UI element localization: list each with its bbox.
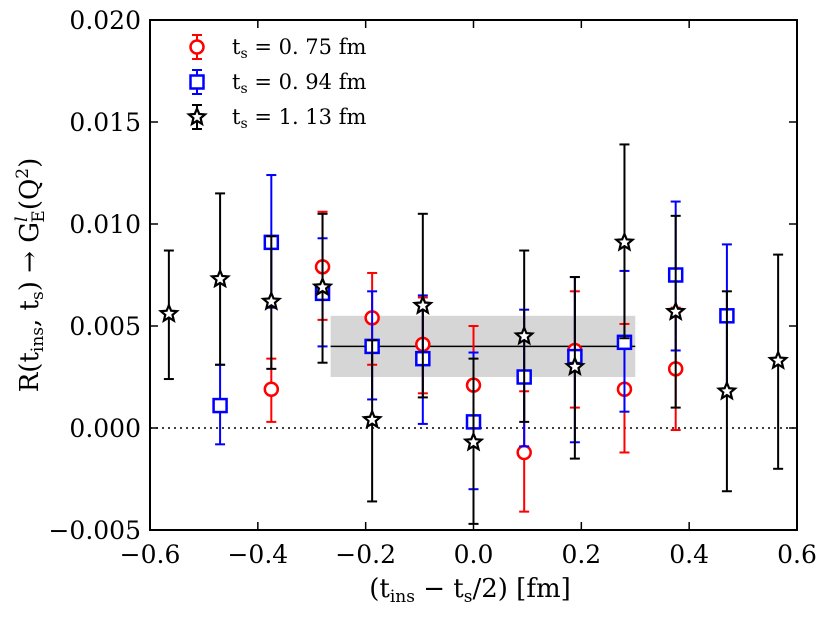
- legend-entry-1: ts = 0. 75 fm: [189, 34, 366, 62]
- data-point: [664, 300, 687, 321]
- legend-marker: [186, 105, 208, 127]
- data-point: [311, 275, 334, 297]
- legend: ts = 0. 75 fm ts = 0. 94 fm ts = 1. 13 fm: [186, 34, 366, 132]
- data-point: [411, 294, 434, 315]
- series-3: [158, 143, 789, 525]
- x-tick-label: 0.6: [777, 540, 817, 569]
- data-point: [564, 355, 586, 377]
- data-point: [462, 430, 485, 452]
- data-point: [613, 230, 636, 252]
- data-point: [263, 381, 280, 397]
- y-tick-label: 0.015: [69, 108, 141, 137]
- x-tick-label: −0.4: [227, 540, 288, 569]
- legend-label: ts = 1. 13 fm: [232, 105, 366, 132]
- data-point: [260, 290, 283, 311]
- legend-entry-2: ts = 0. 94 fm: [189, 69, 366, 97]
- x-tick-label: 0.4: [669, 540, 709, 569]
- axes-layer: −0.6 −0.4 −0.2 0.0 0.2 0.4 0.6 −0.005 0.000 0.005…: [48, 6, 816, 569]
- y-tick-label: −0.005: [48, 516, 141, 545]
- y-tick-label: 0.000: [69, 414, 141, 443]
- y-tick-label: 0.005: [69, 312, 141, 341]
- legend-label: ts = 0. 94 fm: [232, 70, 366, 97]
- x-tick-label: −0.2: [335, 540, 396, 569]
- legend-entry-3: ts = 1. 13 fm: [186, 104, 366, 132]
- legend-marker: [189, 39, 205, 55]
- data-point: [513, 324, 536, 346]
- data-point: [361, 408, 383, 430]
- x-tick-label: 0.2: [561, 540, 601, 569]
- data-point: [158, 302, 180, 323]
- y-tick-label: 0.010: [69, 210, 141, 239]
- data-point: [767, 349, 789, 370]
- x-tick-label: 0.0: [454, 540, 494, 569]
- x-tick-label: −0.6: [120, 540, 181, 569]
- series-layer: [158, 143, 789, 525]
- x-axis-label: (tins − ts/2) [fm]: [369, 574, 571, 607]
- fit-band-layer: [330, 315, 636, 377]
- data-point: [209, 267, 231, 289]
- legend-marker: [189, 74, 205, 90]
- data-point: [212, 397, 228, 414]
- legend-label: ts = 0. 75 fm: [232, 35, 366, 62]
- y-axis-label: R(tins, ts) → GlE(Q2): [12, 158, 49, 393]
- data-point: [716, 379, 738, 401]
- data-point: [516, 444, 532, 461]
- y-tick-label: 0.020: [69, 6, 141, 35]
